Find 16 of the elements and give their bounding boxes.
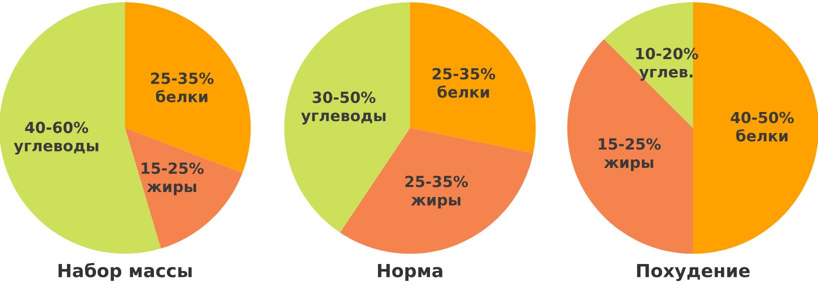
slice-label: 30-50% углеводы [301, 92, 386, 124]
pie-slice [125, 2, 251, 173]
text: Похудение [637, 264, 750, 282]
pie-slice [340, 128, 534, 254]
slice-label: 25-35% белки [432, 68, 496, 98]
slice-label: 25-35% жиры [405, 176, 468, 209]
slice-label: 40-60% углеводы [14, 122, 98, 155]
slice-label: 15-25% жиры [142, 162, 204, 196]
slice-label: 25-35% белки [151, 72, 214, 102]
slice-label: 10-20% углев. [636, 48, 698, 81]
slice-label: 40-50% белки [730, 112, 794, 142]
pie-slice [125, 128, 242, 249]
text: Набор массы [58, 262, 192, 281]
pie-slice [410, 2, 536, 154]
slice-label: 15-25% жиры [598, 138, 661, 171]
text: Норма [378, 264, 442, 281]
